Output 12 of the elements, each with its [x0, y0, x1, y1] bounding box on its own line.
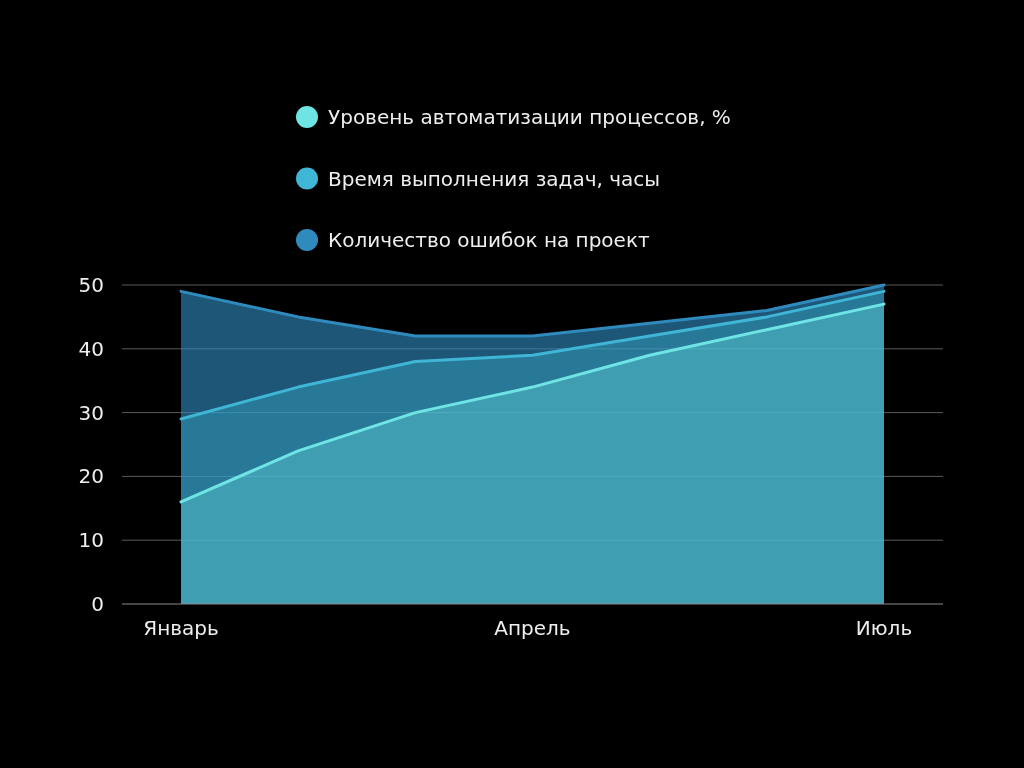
y-tick-label: 50	[78, 273, 104, 297]
x-tick-label: Апрель	[494, 616, 571, 640]
x-tick-label: Январь	[143, 616, 219, 640]
legend-label: Уровень автоматизации процессов, %	[328, 105, 731, 129]
y-tick-label: 30	[78, 400, 104, 425]
legend-label: Количество ошибок на проект	[328, 228, 650, 252]
y-tick-label: 0	[91, 592, 104, 616]
y-tick-label: 20	[78, 464, 104, 489]
x-tick-label: Июль	[855, 616, 913, 640]
legend-label: Время выполнения задач, часы	[328, 166, 661, 191]
y-tick-label: 10	[78, 528, 104, 553]
y-tick-label: 40	[78, 336, 104, 361]
